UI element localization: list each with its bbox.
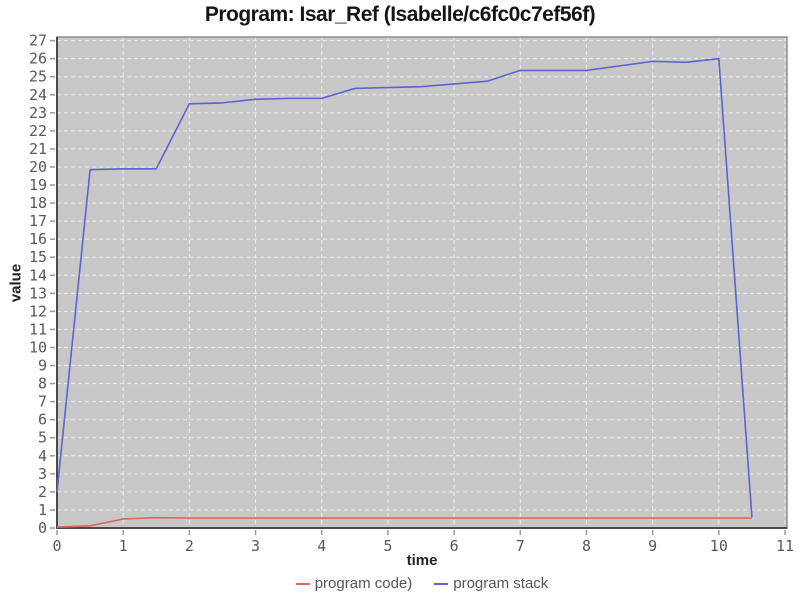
y-tick-label: 12 — [29, 302, 47, 320]
y-axis-label: value — [7, 263, 25, 303]
x-tick-label: 9 — [648, 537, 657, 555]
x-tick-label: 1 — [119, 537, 128, 555]
y-tick-label: 18 — [29, 194, 47, 212]
y-tick-label: 20 — [29, 158, 47, 176]
y-tick-label: 6 — [38, 411, 47, 429]
y-tick-label: 14 — [29, 266, 47, 284]
y-tick-label: 17 — [29, 212, 47, 230]
x-tick-label: 5 — [383, 537, 392, 555]
y-tick-label: 22 — [29, 122, 47, 140]
legend-line-sample-program-stack — [434, 582, 449, 585]
y-tick-label: 4 — [38, 447, 47, 465]
plot-canvas: 0123456789101112131415161718192021222324… — [29, 32, 794, 555]
y-tick-label: 1 — [38, 501, 47, 519]
y-tick-label: 23 — [29, 104, 47, 122]
x-tick-label: 2 — [185, 537, 194, 555]
y-tick-label: 7 — [38, 393, 47, 411]
y-tick-label: 25 — [29, 68, 47, 86]
y-tick-label: 10 — [29, 338, 47, 356]
y-tick-label: 21 — [29, 140, 47, 158]
legend-label-program-code: program code) — [314, 575, 413, 592]
legend-label-program-stack: program stack — [453, 575, 549, 592]
x-tick-label: 0 — [52, 537, 61, 555]
x-tick-label: 10 — [710, 537, 728, 555]
legend: program code) program stack — [57, 575, 787, 592]
legend-line-sample-program-code — [295, 582, 310, 585]
y-tick-label: 26 — [29, 50, 47, 68]
y-tick-label: 24 — [29, 86, 47, 104]
y-tick-label: 11 — [29, 320, 47, 338]
x-tick-label: 8 — [582, 537, 591, 555]
y-tick-label: 2 — [38, 483, 47, 501]
plot-area — [57, 37, 787, 528]
y-tick-label: 3 — [38, 465, 47, 483]
x-tick-label: 11 — [776, 537, 794, 555]
y-tick-label: 9 — [38, 357, 47, 375]
series-line-program-stack — [56, 57, 753, 518]
y-tick-label: 15 — [29, 248, 47, 266]
x-tick-label: 3 — [251, 537, 260, 555]
x-tick-label: 7 — [516, 537, 525, 555]
y-tick-label: 5 — [38, 429, 47, 447]
chart-title: Program: Isar_Ref (Isabelle/c6fc0c7ef56f… — [204, 3, 596, 26]
y-tick-label: 19 — [29, 176, 47, 194]
x-axis-label: time — [406, 552, 438, 569]
y-tick-label: 8 — [38, 375, 47, 393]
y-tick-label: 16 — [29, 230, 47, 248]
x-tick-label: 4 — [317, 537, 326, 555]
legend-item-program-code: program code) — [295, 575, 413, 592]
series-line-program-code — [56, 516, 752, 528]
legend-item-program-stack: program stack — [434, 575, 548, 592]
x-tick-label: 6 — [450, 537, 459, 555]
y-tick-label: 27 — [29, 32, 47, 50]
y-tick-label: 0 — [38, 519, 47, 537]
y-tick-label: 13 — [29, 284, 47, 302]
